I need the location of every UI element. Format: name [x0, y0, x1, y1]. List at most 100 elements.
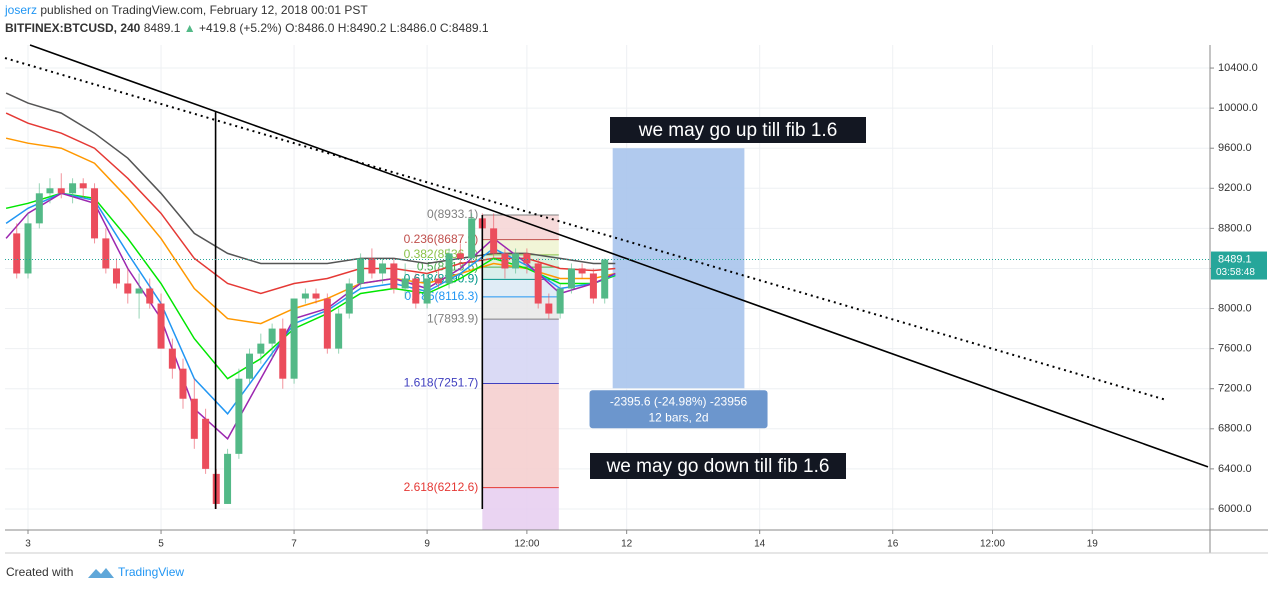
- candle-body: [456, 253, 464, 259]
- annotation-bg: [610, 117, 866, 143]
- y-tick-label: 7200.0: [1218, 383, 1252, 395]
- trendline: [4, 57, 1166, 401]
- annotation: we may go down till fib 1.6: [606, 456, 830, 477]
- price: 8489.1: [144, 21, 181, 35]
- candle-body: [290, 298, 298, 379]
- ma-line: [5, 137, 616, 325]
- header-line: joserz published on TradingView.com, Feb…: [4, 3, 368, 17]
- candle-body: [246, 353, 254, 379]
- candle-body: [124, 283, 132, 294]
- ma-line: [5, 192, 616, 415]
- x-tick-label: 16: [887, 539, 899, 550]
- x-tick-label: 12:00: [514, 539, 539, 550]
- candle-body: [589, 273, 597, 299]
- y-tick-label: 8800.0: [1218, 222, 1252, 234]
- candle-body: [601, 259, 609, 299]
- candle-body: [13, 233, 21, 274]
- candle-body: [357, 258, 365, 284]
- created-with: Created with: [6, 565, 73, 579]
- candle-body: [69, 183, 77, 194]
- measure-text: -2395.6 (-24.98%) -23956: [610, 394, 748, 408]
- plot-area: 0(8933.1)0.236(8687.9)0.382(8536.1)0.5(8…: [4, 44, 1210, 530]
- x-tick-label: 9: [424, 539, 430, 550]
- price-tag-label: 8489.1: [1218, 253, 1252, 265]
- candle-body: [523, 253, 531, 264]
- y-tick-label: 9600.0: [1218, 142, 1252, 154]
- author: joserz: [4, 3, 37, 17]
- candle-body: [301, 293, 309, 299]
- arrow: ▲: [184, 21, 196, 35]
- candle-body: [46, 188, 54, 194]
- candle-body: [235, 378, 243, 454]
- fib-zone: [482, 487, 559, 530]
- candle-body: [434, 278, 442, 284]
- x-tick-label: 14: [754, 539, 766, 550]
- symbol: BITFINEX:BTCUSD, 240: [5, 21, 141, 35]
- candle-body: [24, 223, 32, 274]
- candle-body: [146, 288, 154, 304]
- candle-body: [312, 293, 320, 299]
- x-tick-label: 12:00: [980, 539, 1005, 550]
- price-tag: [1211, 251, 1267, 280]
- trendline: [29, 44, 1209, 468]
- candle-body: [368, 258, 376, 274]
- candle-body: [202, 418, 210, 469]
- candle-body: [567, 268, 575, 289]
- candle-body: [102, 238, 110, 269]
- candle-body: [335, 313, 343, 349]
- annotation-bg: [590, 453, 846, 479]
- candle-body: [179, 368, 187, 399]
- candle-body: [445, 253, 453, 284]
- projection-box: [612, 148, 745, 389]
- candle-body: [379, 263, 387, 274]
- candle-body: [578, 268, 586, 274]
- ohlc: O:8486.0 H:8490.2 L:8486.0 C:8489.1: [285, 21, 489, 35]
- candle-body: [545, 303, 553, 314]
- measure-text: 12 bars, 2d: [649, 410, 709, 424]
- brand: TradingView: [118, 565, 184, 579]
- ma-line: [5, 192, 616, 380]
- ma-line: [5, 92, 616, 265]
- symbol-line: BITFINEX:BTCUSD, 240 8489.1 ▲ +419.8 (+5…: [5, 21, 489, 35]
- fib-label: 0.236(8687.9): [404, 232, 479, 246]
- measure-box: [589, 390, 768, 429]
- y-tick-label: 9200.0: [1218, 182, 1252, 194]
- candle-body: [112, 268, 120, 284]
- candle-body: [168, 348, 176, 369]
- candle-body: [91, 188, 99, 239]
- candle-body: [157, 303, 165, 349]
- fib-label: 0(8933.1): [427, 207, 478, 221]
- candle-body: [401, 278, 409, 289]
- fib-zone: [482, 383, 559, 488]
- y-tick-label: 10400.0: [1218, 62, 1258, 74]
- candle-body: [345, 283, 353, 314]
- change: +419.8 (+5.2%): [199, 21, 282, 35]
- candle-body: [412, 278, 420, 304]
- published: published on TradingView.com, February 1…: [37, 3, 368, 17]
- countdown: 03:58:48: [1216, 267, 1255, 278]
- candle-body: [501, 253, 509, 269]
- x-tick-label: 12: [621, 539, 633, 550]
- fib-label: 2.618(6212.6): [404, 480, 479, 494]
- candle-body: [390, 263, 398, 289]
- y-tick-label: 6000.0: [1218, 503, 1252, 515]
- fib-label: 1.618(7251.7): [404, 376, 479, 390]
- candle-body: [135, 288, 143, 294]
- x-tick-label: 3: [25, 539, 31, 550]
- candle-body: [490, 228, 498, 254]
- y-tick-label: 6800.0: [1218, 423, 1252, 435]
- x-tick-label: 19: [1087, 539, 1099, 550]
- fib-label: 1(7893.9): [427, 311, 478, 325]
- candle-body: [323, 298, 331, 349]
- candle-body: [468, 218, 476, 259]
- fib-zone: [482, 319, 559, 384]
- annotation: we may go up till fib 1.6: [638, 120, 838, 141]
- candle-body: [512, 253, 520, 269]
- candle-body: [534, 263, 542, 304]
- candle-body: [279, 328, 287, 379]
- candle-body: [556, 288, 564, 314]
- logo: [88, 568, 114, 578]
- x-tick-label: 5: [158, 539, 164, 550]
